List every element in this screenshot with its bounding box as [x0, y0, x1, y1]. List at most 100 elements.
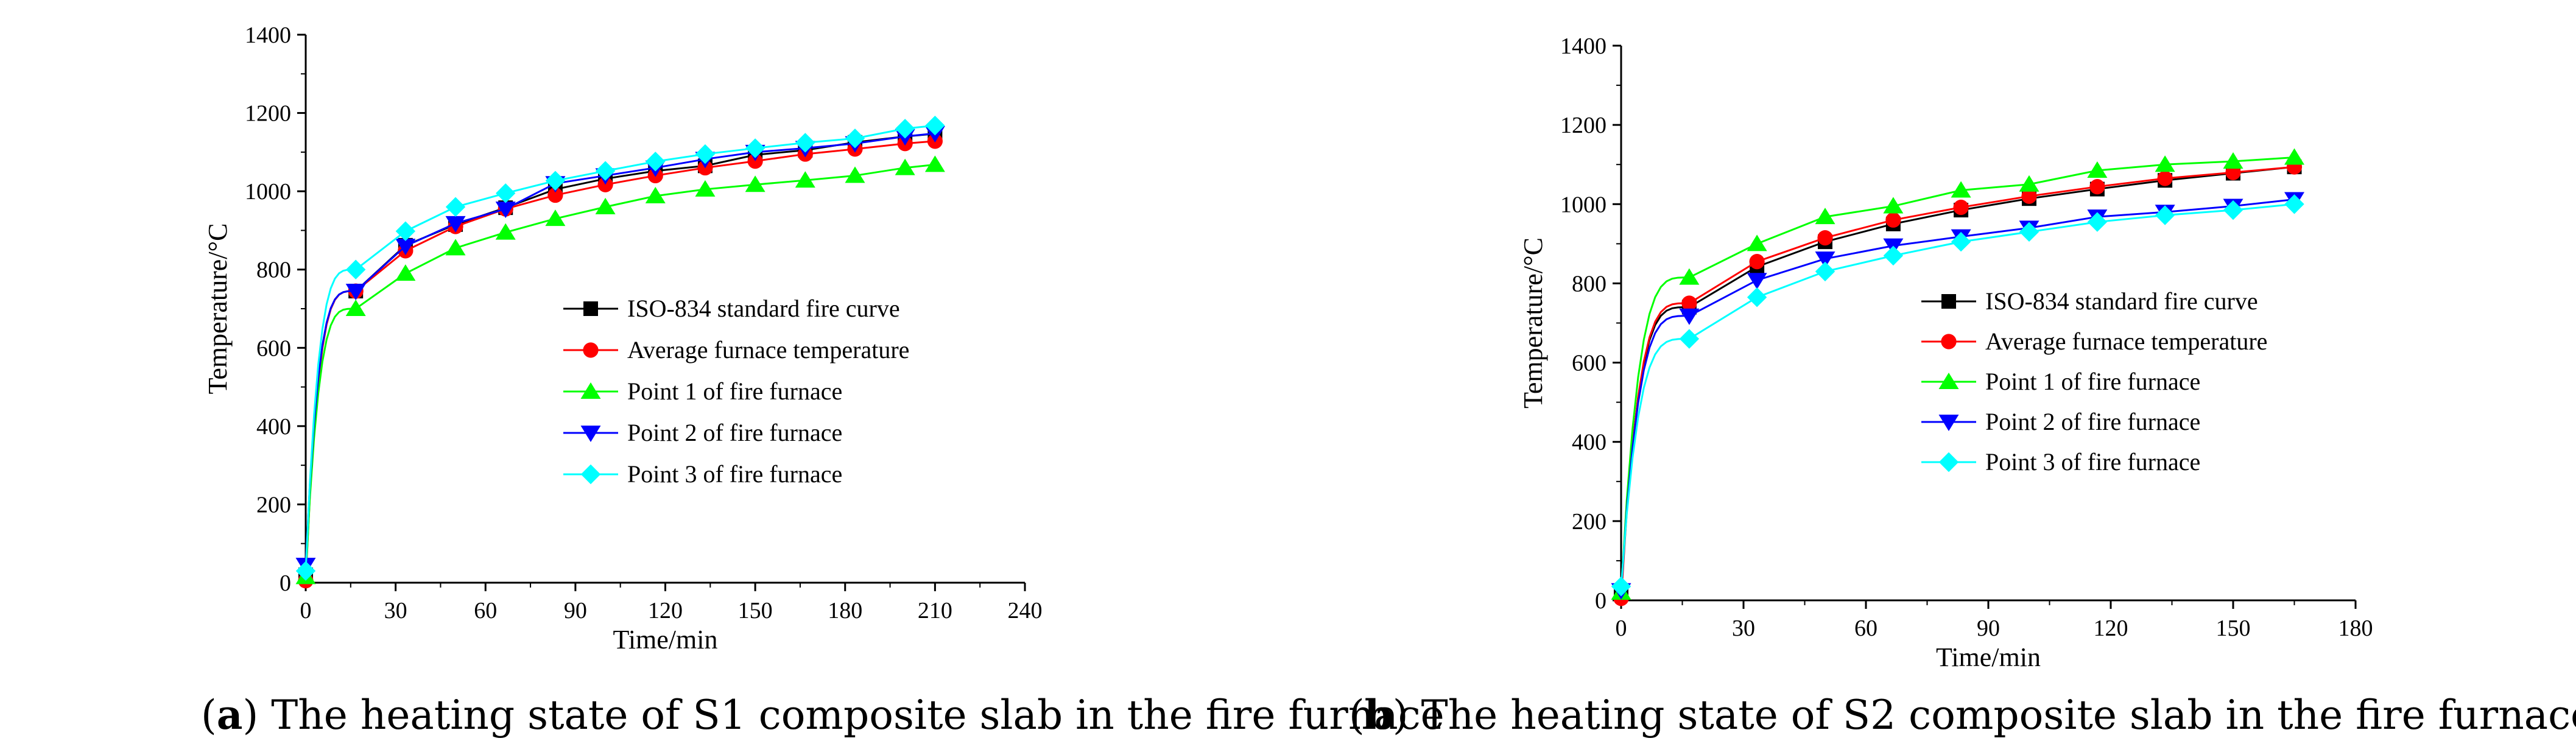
legend-entry-1: ISO-834 standard fire curve: [1921, 287, 2258, 315]
data-point: [795, 171, 815, 188]
data-point: [1883, 197, 1904, 214]
data-point: [2223, 152, 2243, 169]
data-point: [646, 152, 666, 172]
data-point: [545, 170, 566, 191]
y-tick-label: 600: [256, 335, 291, 361]
series-group: [295, 115, 945, 589]
data-point: [496, 183, 516, 203]
data-point: [695, 144, 716, 164]
data-point: [1883, 245, 1904, 266]
legend-label: Point 1 of fire furnace: [627, 378, 842, 405]
data-point: [2157, 170, 2173, 186]
legend: ISO-834 standard fire curve Average furna…: [1921, 287, 2267, 476]
y-tick-label: 200: [256, 492, 291, 518]
data-point: [445, 197, 466, 217]
data-point: [2087, 212, 2108, 232]
data-point: [595, 161, 616, 181]
x-tick-label: 0: [300, 598, 312, 623]
legend-swatch-marker: [583, 301, 598, 316]
x-axis-label: Time/min: [613, 625, 718, 655]
legend-entry-2: Average furnace temperature: [563, 336, 909, 363]
data-point: [645, 186, 666, 203]
y-tick-label: 400: [1572, 430, 1606, 455]
caption-b: (b) The heating state of S2 composite sl…: [1349, 691, 2576, 739]
y-tick-label: 1200: [245, 101, 291, 127]
caption-b-letter: b: [1364, 691, 1393, 739]
y-tick-label: 1400: [1560, 33, 1606, 59]
legend-label: Point 1 of fire furnace: [1985, 368, 2200, 395]
legend-entry-1: ISO-834 standard fire curve: [563, 295, 900, 322]
y-tick-label: 400: [256, 414, 291, 440]
y-tick-label: 0: [1595, 588, 1606, 614]
data-point: [345, 300, 366, 316]
data-point: [1679, 308, 1700, 325]
legend-swatch-marker: [580, 382, 601, 399]
legend-swatch-marker: [1941, 294, 1956, 309]
x-tick-label: 210: [918, 598, 952, 623]
data-point: [695, 180, 716, 197]
caption-b-text: The heating state of S2 composite slab i…: [1421, 692, 2576, 739]
legend-entry-4: Point 2 of fire furnace: [563, 419, 842, 446]
x-tick-label: 0: [1616, 616, 1627, 641]
legend-label: Point 2 of fire furnace: [627, 419, 842, 446]
x-tick-label: 180: [2338, 616, 2373, 641]
data-point: [2087, 161, 2108, 178]
data-point: [745, 138, 765, 158]
data-point: [495, 202, 516, 219]
x-tick-label: 150: [738, 598, 773, 623]
x-axis-label: Time/min: [1936, 642, 2041, 672]
chart-a: 0 30 60 90 120 150 180 210 240 0 200 400 600 800 1000 1…: [203, 23, 1043, 655]
x-tick-label: 60: [1854, 616, 1877, 641]
series-group: [1611, 148, 2304, 606]
data-point: [395, 264, 416, 281]
data-point: [445, 239, 466, 256]
x-tick-label: 30: [384, 598, 407, 623]
x-tick-label: 60: [474, 598, 497, 623]
y-tick-label: 1000: [1560, 192, 1606, 217]
data-point: [2284, 194, 2304, 214]
data-point: [1817, 230, 1833, 246]
legend-entry-4: Point 2 of fire furnace: [1921, 408, 2200, 435]
data-point: [2021, 188, 2037, 204]
y-tick-label: 600: [1572, 351, 1606, 376]
data-point: [895, 119, 915, 139]
axes: 0 30 60 90 120 150 180 210 240 0 200 400 600 800 1000 1…: [203, 23, 1043, 655]
legend: ISO-834 standard fire curve Average furna…: [563, 295, 909, 488]
series-5: [295, 115, 945, 581]
legend-swatch-marker: [1938, 452, 1959, 472]
data-point: [1953, 199, 1969, 216]
legend-label: Point 3 of fire furnace: [627, 460, 842, 488]
data-point: [2155, 155, 2175, 172]
data-point: [2089, 179, 2105, 195]
x-tick-label: 90: [564, 598, 587, 623]
data-point: [1747, 273, 1767, 290]
series-line-3: [304, 163, 935, 577]
data-point: [1747, 287, 1767, 307]
data-point: [295, 561, 316, 581]
data-point: [1679, 329, 1700, 349]
y-tick-label: 1000: [245, 179, 291, 205]
legend-entry-3: Point 1 of fire furnace: [563, 378, 842, 405]
data-point: [547, 187, 563, 203]
data-point: [795, 133, 815, 153]
data-point: [745, 175, 765, 192]
data-point: [345, 284, 366, 301]
legend-entry-5: Point 3 of fire furnace: [563, 460, 842, 488]
y-tick-label: 800: [256, 258, 291, 283]
data-point: [1951, 231, 1971, 252]
data-point: [1815, 261, 1835, 282]
legend-label: Average furnace temperature: [1985, 328, 2267, 355]
data-point: [2019, 175, 2039, 192]
legend-label: Point 2 of fire furnace: [1985, 408, 2200, 435]
x-tick-label: 120: [648, 598, 683, 623]
legend-swatch-marker: [580, 426, 601, 442]
legend-label: Point 3 of fire furnace: [1985, 448, 2200, 476]
data-point: [1815, 251, 1835, 269]
caption-a: (a) The heating state of S1 composite sl…: [201, 691, 1445, 739]
y-tick-label: 200: [1572, 509, 1606, 535]
axes: 0 30 60 90 120 150 180 0 200 400 600 800 1000 1200 140…: [1518, 33, 2373, 672]
series-line-4: [1620, 198, 2295, 591]
x-tick-label: 120: [2094, 616, 2128, 641]
y-axis-label: Temperature/°C: [203, 223, 233, 395]
